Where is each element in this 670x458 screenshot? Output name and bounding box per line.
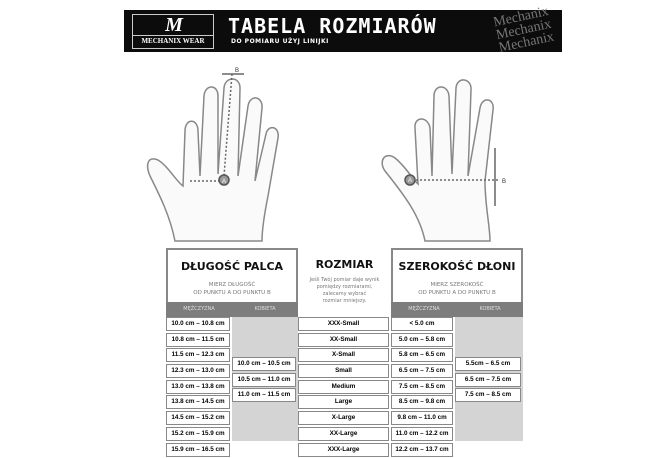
- finger-length-desc2: OD PUNKTU A DO PUNKTU B: [193, 290, 271, 296]
- table-cell: < 5.0 cm: [391, 317, 453, 331]
- table-cell: 8.5 cm – 9.8 cm: [391, 395, 453, 410]
- table-cell: X-Small: [298, 348, 389, 363]
- table-cell: 14.5 cm – 15.2 cm: [166, 411, 230, 426]
- table-cell: 7.5 cm – 8.5 cm: [455, 388, 521, 403]
- table-cell: 12.3 cm – 13.0 cm: [166, 364, 230, 379]
- table-cell: 13.0 cm – 13.8 cm: [166, 379, 230, 394]
- palm-width-title: SZEROKOŚĆ DŁONI: [398, 260, 516, 273]
- finger-length-men-column: 10.0 cm – 10.8 cm 10.8 cm – 11.5 cm 11.5 c…: [166, 317, 230, 458]
- finger-length-title: DŁUGOŚĆ PALCA: [180, 260, 284, 273]
- table-cell: 10.0 cm – 10.5 cm: [232, 357, 296, 371]
- col-men: MĘŻCZYZNA: [183, 306, 215, 312]
- table-cell: Small: [298, 364, 389, 379]
- finger-length-women-column: 10.0 cm – 10.5 cm 10.5 cm – 11.0 cm 11.0 c…: [232, 357, 296, 404]
- table-cell: 15.9 cm – 16.5 cm: [166, 442, 230, 457]
- table-cell: 9.8 cm – 11.0 cm: [391, 411, 453, 426]
- table-cell: 5.0 cm – 5.8 cm: [391, 332, 453, 347]
- col-women: KOBIETA: [479, 306, 501, 312]
- table-cell: 5.5cm – 6.5 cm: [455, 357, 521, 371]
- table-cell: 11.0 cm – 11.5 cm: [232, 388, 296, 403]
- palm-width-women-column: 5.5cm – 6.5 cm 6.5 cm – 7.5 cm 7.5 cm – 8.…: [455, 357, 521, 404]
- point-a-label: A: [222, 179, 226, 185]
- palm-width-desc: MIERZ SZEROKOŚĆ: [430, 282, 484, 288]
- finger-length-col-header: MĘŻCZYZNA KOBIETA: [166, 302, 298, 317]
- table-cell: 6.5 cm – 7.5 cm: [391, 364, 453, 379]
- finger-length-panel: DŁUGOŚĆ PALCA MIERZ DŁUGOŚĆ OD PUNKTU A D…: [166, 248, 298, 304]
- table-cell: 13.8 cm – 14.5 cm: [166, 395, 230, 410]
- table-cell: XXX-Large: [298, 442, 389, 457]
- table-cell: XXX-Small: [298, 317, 389, 331]
- size-note: zalecamy wybrać: [322, 291, 367, 297]
- page-subtitle: DO POMIARU UŻYJ LINIJKI: [231, 38, 329, 45]
- palm-width-panel: SZEROKOŚĆ DŁONI MIERZ SZEROKOŚĆ OD PUNKTU…: [391, 248, 523, 304]
- table-cell: Medium: [298, 379, 389, 394]
- table-cell: 11.0 cm – 12.2 cm: [391, 426, 453, 441]
- table-cell: XX-Small: [298, 332, 389, 347]
- table-cell: Large: [298, 395, 389, 410]
- size-note: Jeśli Twój pomiar daje wynik: [309, 277, 380, 283]
- point-b-label-right: B: [502, 179, 506, 185]
- palm-width-col-header: MĘŻCZYZNA KOBIETA: [391, 302, 523, 317]
- hand-palm-width-diagram: [381, 79, 498, 242]
- table-cell: 6.5 cm – 7.5 cm: [455, 372, 521, 387]
- palm-width-desc2: OD PUNKTU A DO PUNKTU B: [418, 290, 496, 296]
- palm-width-men-column: < 5.0 cm 5.0 cm – 5.8 cm 5.8 cm – 6.5 cm 6.…: [391, 317, 453, 458]
- table-cell: 10.5 cm – 11.0 cm: [232, 372, 296, 387]
- table-cell: 5.8 cm – 6.5 cm: [391, 348, 453, 363]
- header-banner: M MECHANIX WEAR TABELA ROZMIARÓW DO POMI…: [124, 4, 562, 56]
- table-cell: X-Large: [298, 411, 389, 426]
- table-cell: 10.8 cm – 11.5 cm: [166, 332, 230, 347]
- size-column: XXX-Small XX-Small X-Small Small Medium Large…: [298, 317, 389, 458]
- size-note: pomiędzy rozmiarami,: [316, 284, 373, 290]
- table-cell: 15.2 cm – 15.9 cm: [166, 426, 230, 441]
- table-cell: 12.2 cm – 13.7 cm: [391, 442, 453, 457]
- table-cell: XX-Large: [298, 426, 389, 441]
- table-cell: 10.0 cm – 10.8 cm: [166, 317, 230, 331]
- size-title: ROZMIAR: [315, 258, 374, 271]
- watermark: Mechanix Mechanix Mechanix: [492, 4, 556, 56]
- size-panel: ROZMIAR Jeśli Twój pomiar daje wynik pomi…: [298, 248, 391, 305]
- point-a-label-right: A: [408, 178, 412, 184]
- logo-text: MECHANIX WEAR: [133, 35, 213, 47]
- page-title: TABELA ROZMIARÓW: [228, 14, 437, 38]
- col-men: MĘŻCZYZNA: [408, 306, 440, 312]
- table-cell: 7.5 cm – 8.5 cm: [391, 379, 453, 394]
- col-women: KOBIETA: [254, 306, 276, 312]
- logo-mark: M: [165, 14, 183, 36]
- hand-finger-length-diagram: [146, 73, 279, 242]
- point-b-label: B: [235, 68, 239, 74]
- hand-diagrams: B A A B: [146, 68, 506, 242]
- finger-length-desc: MIERZ DŁUGOŚĆ: [208, 282, 256, 288]
- table-cell: 11.5 cm – 12.3 cm: [166, 348, 230, 363]
- size-note: rozmiar mniejszy.: [322, 298, 367, 304]
- mechanix-logo: M MECHANIX WEAR: [132, 14, 214, 49]
